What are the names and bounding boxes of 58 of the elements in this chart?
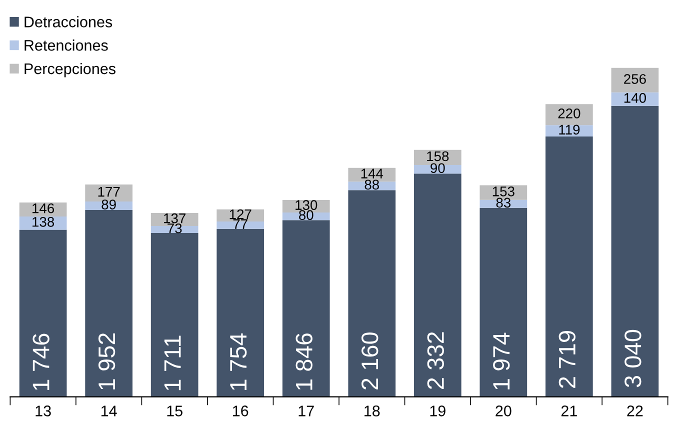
bar: [611, 106, 659, 397]
x-tick-label: 19: [430, 406, 446, 416]
data-label: 1 746: [32, 334, 50, 390]
data-label: 3 040: [624, 330, 642, 388]
x-tick-label: 18: [364, 406, 380, 416]
bar: [414, 174, 462, 397]
data-label: 140: [624, 93, 646, 103]
data-label: 158: [427, 151, 449, 162]
legend-label: Retenciones: [24, 40, 108, 51]
bar: [216, 228, 264, 397]
data-label: 146: [32, 203, 54, 214]
bar: [611, 68, 659, 92]
data-label: 80: [298, 210, 314, 220]
data-label: 177: [98, 187, 120, 197]
data-label: 130: [296, 200, 318, 210]
data-label: 1 952: [98, 333, 116, 390]
data-label: 138: [32, 216, 54, 227]
data-label: 73: [168, 223, 182, 234]
data-label: 1 974: [493, 332, 510, 390]
x-tick-label: 16: [233, 406, 248, 416]
x-tick-label: 13: [36, 406, 51, 416]
data-label: 89: [102, 200, 116, 210]
bar: [19, 230, 67, 397]
bar: [546, 136, 593, 397]
x-tick-label: 22: [627, 406, 643, 416]
data-label: 77: [233, 219, 248, 229]
data-label: 256: [624, 74, 646, 84]
x-tick-label: 15: [167, 406, 182, 416]
data-label: 153: [492, 186, 514, 196]
data-label: 1 846: [296, 333, 312, 390]
bar: [611, 92, 659, 106]
x-tick-label: 21: [561, 406, 577, 416]
bar: [348, 190, 396, 397]
data-label: 88: [364, 180, 380, 190]
bar: [546, 104, 593, 126]
x-tick-label: 17: [298, 406, 314, 416]
x-tick-label: 20: [496, 406, 512, 416]
data-label: 2 332: [427, 332, 444, 389]
data-label: 2 719: [558, 331, 576, 388]
bar: [480, 208, 528, 397]
data-label: 83: [496, 198, 511, 208]
data-label: 90: [430, 163, 445, 174]
bar: [85, 210, 132, 397]
x-tick-label: 14: [101, 406, 117, 416]
data-label: 137: [164, 213, 186, 224]
bar: [282, 220, 330, 397]
legend-label: Detracciones: [24, 16, 112, 28]
data-label: 1 754: [230, 333, 247, 390]
data-label: 127: [230, 209, 252, 220]
data-label: 2 160: [362, 332, 378, 390]
bar: [480, 200, 528, 208]
data-label: 1 711: [164, 336, 181, 390]
legend-label: Percepciones: [24, 62, 116, 78]
data-label: 220: [558, 108, 580, 118]
bar: [85, 184, 132, 202]
bar: [150, 233, 198, 397]
data-label: 119: [559, 124, 580, 135]
data-label: 144: [361, 168, 384, 178]
